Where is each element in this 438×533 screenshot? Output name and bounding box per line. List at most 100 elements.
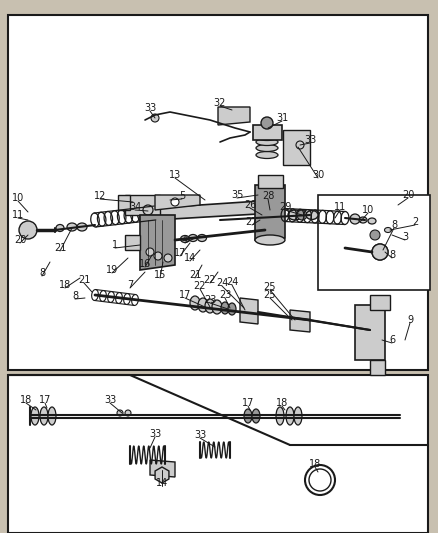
- Circle shape: [164, 254, 172, 262]
- Circle shape: [154, 252, 162, 260]
- Text: 18: 18: [309, 459, 321, 469]
- Text: 20: 20: [14, 235, 26, 245]
- Text: 24: 24: [226, 277, 238, 287]
- Text: 32: 32: [214, 98, 226, 108]
- Text: 33: 33: [149, 429, 161, 439]
- Text: 33: 33: [304, 135, 316, 145]
- Text: 21: 21: [78, 275, 90, 285]
- Ellipse shape: [221, 302, 229, 314]
- Text: 10: 10: [362, 205, 374, 215]
- Text: 14: 14: [184, 253, 196, 263]
- Text: 35: 35: [231, 190, 243, 200]
- Circle shape: [146, 248, 154, 256]
- Circle shape: [350, 214, 360, 224]
- Ellipse shape: [56, 224, 64, 231]
- Ellipse shape: [255, 235, 285, 245]
- Polygon shape: [8, 15, 428, 370]
- Text: 6: 6: [389, 335, 395, 345]
- Text: 11: 11: [334, 202, 346, 212]
- Circle shape: [117, 410, 123, 416]
- Circle shape: [171, 198, 179, 206]
- Ellipse shape: [252, 409, 260, 423]
- Ellipse shape: [359, 217, 367, 223]
- Circle shape: [370, 230, 380, 240]
- Text: 7: 7: [127, 280, 133, 290]
- Polygon shape: [258, 175, 283, 188]
- Polygon shape: [290, 310, 310, 332]
- Polygon shape: [240, 298, 258, 324]
- Text: 16: 16: [139, 259, 151, 269]
- Text: 8: 8: [391, 220, 397, 230]
- Ellipse shape: [256, 133, 278, 141]
- Polygon shape: [8, 375, 428, 533]
- Text: 33: 33: [144, 103, 156, 113]
- Circle shape: [125, 410, 131, 416]
- Text: 14: 14: [156, 478, 168, 488]
- Ellipse shape: [40, 407, 48, 425]
- Ellipse shape: [67, 223, 77, 231]
- Polygon shape: [355, 305, 385, 360]
- Ellipse shape: [256, 151, 278, 158]
- Ellipse shape: [256, 144, 278, 151]
- Text: 15: 15: [154, 270, 166, 280]
- Ellipse shape: [385, 228, 392, 232]
- Ellipse shape: [198, 298, 208, 312]
- Polygon shape: [125, 235, 140, 250]
- Polygon shape: [283, 130, 310, 165]
- Text: 8: 8: [39, 268, 45, 278]
- Ellipse shape: [276, 407, 284, 425]
- Circle shape: [372, 244, 388, 260]
- Ellipse shape: [286, 407, 294, 425]
- Circle shape: [372, 244, 388, 260]
- Text: 24: 24: [216, 278, 228, 288]
- Text: 33: 33: [104, 395, 116, 405]
- Ellipse shape: [77, 223, 87, 231]
- Polygon shape: [253, 125, 282, 140]
- Ellipse shape: [228, 303, 236, 315]
- Polygon shape: [370, 360, 385, 375]
- Ellipse shape: [256, 139, 278, 146]
- Text: 17: 17: [39, 395, 51, 405]
- Polygon shape: [118, 195, 130, 210]
- Text: 31: 31: [276, 113, 288, 123]
- Ellipse shape: [306, 211, 318, 220]
- Text: 25: 25: [264, 282, 276, 292]
- Text: 3: 3: [402, 232, 408, 242]
- Circle shape: [296, 141, 304, 149]
- Text: 5: 5: [179, 191, 185, 201]
- Text: 30: 30: [312, 170, 324, 180]
- Text: 10: 10: [12, 193, 24, 203]
- Text: 26: 26: [244, 200, 256, 210]
- Ellipse shape: [205, 299, 215, 313]
- Text: 18: 18: [59, 280, 71, 290]
- Text: 21: 21: [54, 243, 66, 253]
- Circle shape: [261, 117, 273, 129]
- Text: 18: 18: [276, 398, 288, 408]
- Polygon shape: [150, 460, 175, 477]
- Text: 17: 17: [174, 248, 186, 258]
- Ellipse shape: [244, 409, 252, 423]
- Ellipse shape: [190, 296, 200, 310]
- Ellipse shape: [48, 407, 56, 425]
- Text: 9: 9: [407, 315, 413, 325]
- Circle shape: [19, 221, 37, 239]
- Text: 29: 29: [279, 202, 291, 212]
- Text: 21: 21: [189, 270, 201, 280]
- Text: 1: 1: [112, 240, 118, 250]
- Ellipse shape: [212, 300, 222, 314]
- Ellipse shape: [294, 407, 302, 425]
- Circle shape: [143, 205, 153, 215]
- Text: 8: 8: [389, 250, 395, 260]
- Ellipse shape: [188, 235, 198, 241]
- Text: 25: 25: [264, 290, 276, 300]
- Ellipse shape: [31, 407, 39, 425]
- Circle shape: [297, 210, 307, 220]
- Polygon shape: [155, 200, 275, 220]
- Polygon shape: [318, 195, 430, 290]
- Text: 27: 27: [246, 217, 258, 227]
- Text: 17: 17: [179, 290, 191, 300]
- Ellipse shape: [180, 236, 190, 243]
- Polygon shape: [140, 215, 175, 270]
- Ellipse shape: [198, 235, 206, 241]
- Text: 18: 18: [20, 395, 32, 405]
